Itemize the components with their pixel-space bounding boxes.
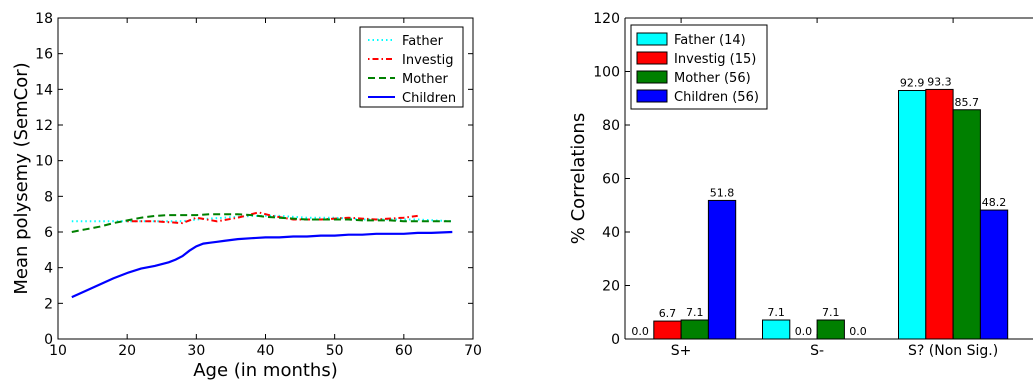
y-axis-label: % Correlations (568, 113, 589, 244)
bar-value-label: 85.7 (955, 96, 980, 109)
legend-label: Father (14) (674, 33, 746, 48)
x-tick-label: 40 (257, 343, 275, 359)
category-label: S? (Non Sig.) (908, 343, 998, 359)
bar-value-label: 0.0 (631, 325, 649, 338)
y-tick-label: 60 (602, 172, 620, 188)
bar-value-label: 7.1 (686, 306, 704, 319)
y-tick-label: 14 (35, 82, 53, 98)
x-tick-label: 50 (326, 343, 344, 359)
legend: Father (14) Investig (15) Mother (56) Child… (630, 24, 768, 110)
bar-father (898, 89, 927, 340)
x-tick-label: 30 (187, 343, 205, 359)
bar-mother (680, 319, 709, 340)
legend-swatch-father (636, 32, 668, 46)
bar-investig (653, 320, 682, 340)
bar-value-label: 0.0 (849, 325, 867, 338)
y-tick-label: 8 (44, 189, 53, 205)
bar-value-label: 0.0 (795, 325, 813, 338)
legend-label: Mother (56) (674, 71, 751, 86)
bar-father (762, 319, 791, 340)
legend-label: Father (402, 34, 444, 49)
x-tick-label: 10 (49, 343, 67, 359)
bar-mother (952, 109, 981, 340)
legend-label: Children (56) (674, 90, 759, 105)
x-axis-label: Age (in months) (193, 360, 338, 381)
y-axis-label: Mean polysemy (SemCor) (11, 62, 32, 294)
y-tick-label: 2 (44, 296, 53, 312)
bar-children (707, 199, 737, 340)
legend-label: Investig (15) (674, 52, 756, 67)
y-tick-label: 6 (44, 225, 53, 241)
y-tick-label: 10 (35, 154, 53, 170)
legend-swatch-mother (636, 70, 668, 84)
legend: Father Investig Mother Children (359, 26, 464, 108)
y-tick-label: 0 (611, 332, 620, 348)
legend-label: Children (402, 91, 456, 106)
bar-value-label: 7.1 (822, 306, 840, 319)
y-tick-label: 20 (602, 279, 620, 295)
y-tick-label: 100 (593, 65, 620, 81)
x-tick-label: 20 (118, 343, 136, 359)
legend-swatch-investig (636, 51, 668, 65)
polysemy-line-chart: 10 20 30 40 50 60 70 0 2 4 6 8 10 12 14 16 18 Age (in mon… (11, 11, 482, 381)
bar-value-label: 51.8 (710, 186, 735, 199)
bar-value-label: 7.1 (767, 306, 785, 319)
y-tick-label: 4 (44, 261, 53, 277)
bar-value-label: 6.7 (659, 307, 677, 320)
y-tick-label: 0 (44, 332, 53, 348)
y-tick-label: 12 (35, 118, 53, 134)
x-tick-label: 60 (395, 343, 413, 359)
category-label: S+ (671, 343, 692, 359)
series-line-mother (71, 213, 453, 233)
legend-label: Mother (402, 72, 449, 87)
legend-swatch-children (636, 89, 668, 103)
y-tick-label: 120 (593, 11, 620, 27)
y-tick-label: 16 (35, 47, 53, 63)
legend-label: Investig (402, 53, 454, 68)
category-label: S- (810, 343, 824, 359)
bar-mother (816, 319, 845, 340)
series-line-investig (127, 211, 418, 225)
bar-value-label: 92.9 (900, 76, 925, 89)
y-tick-label: 18 (35, 11, 53, 27)
correlation-bar-chart: 0.0 7.1 92.9 6.7 0.0 93.3 7.1 7.1 85.7 51.8 0.0 48.… (568, 11, 1033, 359)
series-line-children (71, 230, 453, 299)
y-tick-label: 80 (602, 118, 620, 134)
y-tick-label: 40 (602, 225, 620, 241)
bar-value-label: 93.3 (927, 75, 952, 88)
x-tick-label: 70 (464, 343, 482, 359)
bar-investig (925, 88, 954, 340)
bar-children (979, 209, 1009, 340)
bar-value-label: 48.2 (982, 196, 1007, 209)
